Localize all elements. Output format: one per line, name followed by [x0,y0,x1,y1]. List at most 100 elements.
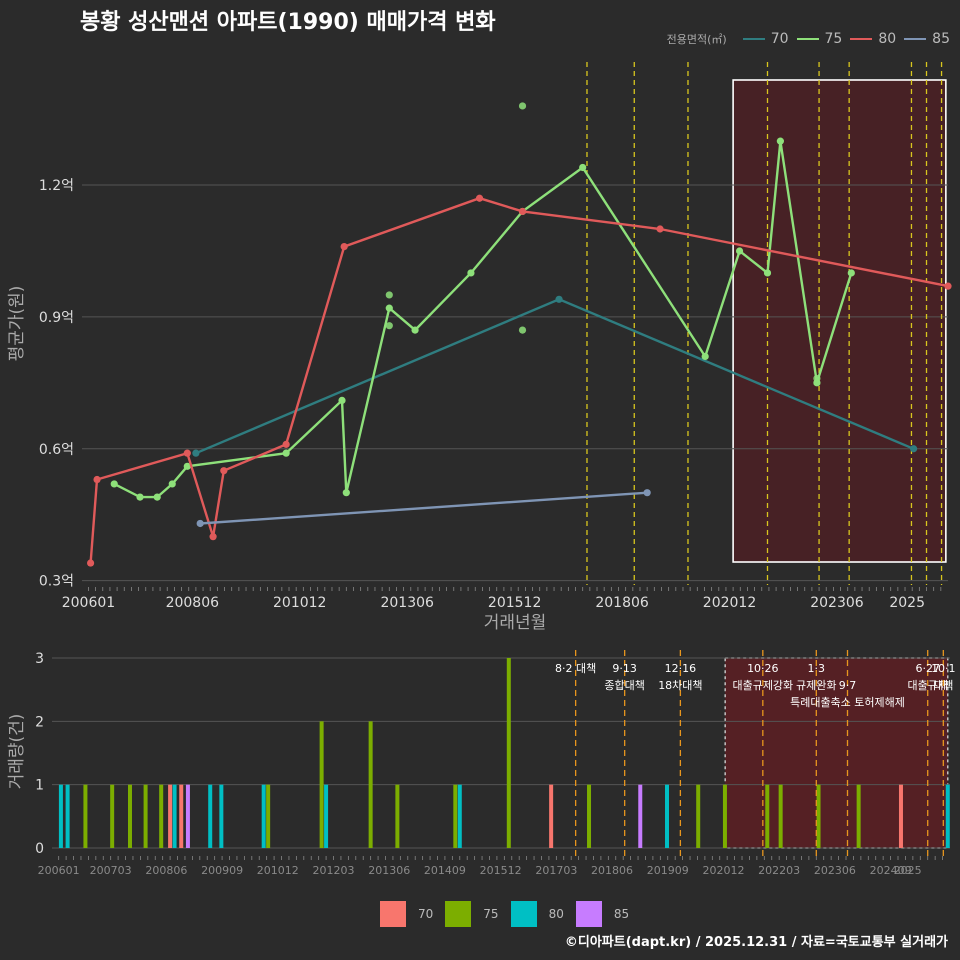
legend-title: 전용면적(㎡) [666,33,727,46]
legend-item-85[interactable]: 85 [904,31,950,47]
data-point-80 [282,440,290,448]
annotation-text: 9·13 [612,662,637,675]
data-point-80 [518,207,527,216]
data-point-75 [342,489,350,497]
x-tick-label: 200703 [90,864,132,877]
legend-swatch [445,901,472,927]
x-tick-label: 201909 [647,864,689,877]
y-tick-label: 0 [35,841,44,857]
data-point-75 [153,493,161,501]
legend-label: 80 [878,31,897,47]
bar-80 [65,784,70,848]
x-tick-label: 201306 [368,864,410,877]
legend-swatch [575,901,602,927]
bar-75 [506,658,511,848]
bar-70 [549,784,554,848]
y-tick-label: 0.9억 [39,310,74,326]
x-tick-label: 200601 [38,864,80,877]
bar-75 [159,784,164,848]
data-point-85 [196,519,204,528]
legend-label: 70 [770,31,789,47]
highlight-region [732,79,947,563]
data-point-80 [183,449,191,457]
policy-annotation: 10·1 대책 [931,662,956,692]
bar-75 [816,784,821,848]
legend-label: 75 [483,907,499,921]
data-point-80 [220,467,228,475]
x-tick-label: 201012 [273,595,326,611]
annotation-text: 6·27 [915,662,940,675]
x-tick-label: 201203 [313,864,355,877]
data-point-75 [385,322,393,330]
y-tick-label: 3 [35,651,44,667]
annotation-text: 8·2 대책 [555,662,596,675]
policy-annotation: 12·16 18차대책 [658,662,702,692]
series-line-85 [200,491,648,525]
annotation-text: 1·3 [808,662,826,675]
bottom-legend: 70 75 80 85 [380,901,641,927]
bar-80 [945,784,950,848]
bar-80 [261,784,266,848]
legend-item-80[interactable]: 80 [510,901,564,927]
legend-swatch [850,38,873,40]
chart-title: 봉황 성산맨션 아파트(1990) 매매가격 변화 [80,10,496,35]
annotation-text: 10·26 [747,662,779,675]
annotation-text: 특례대출축소 토허제해제 [790,695,905,709]
bar-80 [457,784,462,848]
data-point-75 [385,304,393,312]
bar-75 [765,784,770,848]
legend-item-75[interactable]: 75 [445,901,499,927]
policy-annotation: 6·27 대출규제 [907,662,947,692]
data-point-70 [192,449,200,457]
legend-item-75[interactable]: 75 [796,31,842,47]
annotation-text: 10·1 [931,662,956,675]
bar-75 [453,784,458,848]
bar-70 [898,784,903,848]
x-tick-label: 2025 [894,864,922,877]
x-tick-label: 2025 [889,595,925,611]
bar-75 [587,784,592,848]
x-tick-label: 201012 [257,864,299,877]
legend-item-70[interactable]: 70 [742,31,789,47]
bar-80 [219,784,224,848]
x-tick-label: 201806 [595,595,649,611]
data-point-80 [944,282,952,290]
data-point-75 [813,374,821,383]
x-tick-label: 202012 [703,595,756,611]
x-tick-label: 201512 [480,864,522,877]
bar-75 [110,784,115,848]
x-tick-label: 201806 [591,864,633,877]
x-tick-label: 202012 [702,864,744,877]
x-tick-label: 201409 [424,864,466,877]
bar-70 [179,784,184,848]
bar-75 [722,784,727,848]
legend-label: 70 [418,907,434,921]
policy-annotation: 10·26 대출규제강화 [732,662,793,692]
legend-swatch [380,901,406,927]
data-point-80 [656,225,664,233]
bar-75 [856,784,861,848]
annotation-text: 대책 [933,679,953,692]
data-point-75 [183,462,191,470]
bar-75 [143,784,148,848]
x-tick-label: 201306 [380,595,434,611]
data-point-75 [467,269,475,277]
data-point-75 [579,163,587,172]
legend-item-70[interactable]: 70 [380,901,433,927]
data-point-80 [475,194,484,202]
y-axis-title: 거래량(건) [7,714,27,790]
data-point-80 [93,475,101,484]
bar-85 [638,784,643,848]
data-point-85 [643,489,651,497]
data-point-75 [518,326,527,334]
bar-80 [324,784,329,848]
y-tick-label: 0.3억 [39,574,74,590]
x-tick-label: 202409 [870,864,912,877]
legend-swatch [510,901,537,927]
legend-item-85[interactable]: 85 [575,901,629,927]
annotation-text: 대출규제 [907,679,947,692]
data-point-80 [340,242,348,251]
legend-item-80[interactable]: 80 [850,31,896,47]
